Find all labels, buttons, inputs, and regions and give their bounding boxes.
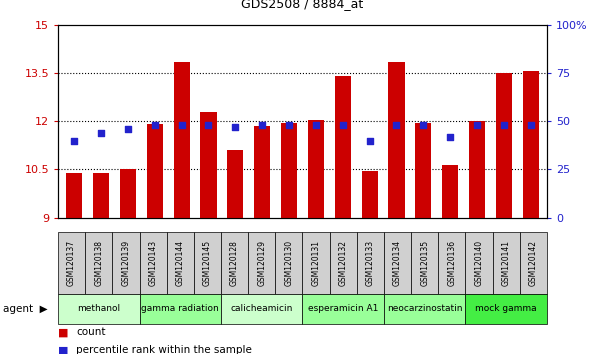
Point xyxy=(472,122,482,128)
Text: GSM120131: GSM120131 xyxy=(312,240,321,286)
Text: GSM120135: GSM120135 xyxy=(420,240,429,286)
Text: calicheamicin: calicheamicin xyxy=(230,304,293,313)
Bar xyxy=(139,294,221,324)
Bar xyxy=(384,232,411,294)
Bar xyxy=(221,294,302,324)
Bar xyxy=(411,232,438,294)
Point xyxy=(96,130,106,136)
Bar xyxy=(227,150,243,218)
Bar xyxy=(302,294,384,324)
Text: GSM120136: GSM120136 xyxy=(447,240,456,286)
Point xyxy=(499,122,509,128)
Bar xyxy=(221,232,248,294)
Point xyxy=(230,124,240,130)
Point xyxy=(150,122,159,128)
Text: ■: ■ xyxy=(58,345,68,354)
Text: GSM120140: GSM120140 xyxy=(475,240,483,286)
Point xyxy=(123,126,133,132)
Text: GSM120138: GSM120138 xyxy=(94,240,103,286)
Point xyxy=(69,138,79,143)
Point xyxy=(177,122,186,128)
Text: GSM120143: GSM120143 xyxy=(148,240,158,286)
Text: GSM120130: GSM120130 xyxy=(284,240,293,286)
Bar xyxy=(248,232,276,294)
Bar xyxy=(442,165,458,218)
Text: ■: ■ xyxy=(58,327,68,337)
Bar xyxy=(308,120,324,218)
Bar xyxy=(469,121,485,218)
Bar xyxy=(357,232,384,294)
Text: agent  ▶: agent ▶ xyxy=(3,304,48,314)
Bar xyxy=(112,232,139,294)
Text: GSM120142: GSM120142 xyxy=(529,240,538,286)
Bar xyxy=(438,232,466,294)
Text: GDS2508 / 8884_at: GDS2508 / 8884_at xyxy=(241,0,364,10)
Bar xyxy=(329,232,357,294)
Point xyxy=(257,122,267,128)
Point xyxy=(284,122,294,128)
Bar xyxy=(522,72,539,218)
Bar xyxy=(492,232,520,294)
Point xyxy=(526,122,536,128)
Text: GSM120145: GSM120145 xyxy=(203,240,212,286)
Bar xyxy=(194,232,221,294)
Bar xyxy=(200,112,216,218)
Bar xyxy=(520,232,547,294)
Bar xyxy=(496,73,512,218)
Point xyxy=(392,122,401,128)
Text: GSM120144: GSM120144 xyxy=(176,240,185,286)
Bar xyxy=(120,170,136,218)
Bar xyxy=(147,125,163,218)
Bar xyxy=(466,294,547,324)
Text: GSM120134: GSM120134 xyxy=(393,240,402,286)
Bar xyxy=(58,232,85,294)
Bar xyxy=(139,232,167,294)
Bar xyxy=(281,123,297,218)
Bar xyxy=(66,173,82,218)
Text: gamma radiation: gamma radiation xyxy=(141,304,219,313)
Bar xyxy=(302,232,329,294)
Text: GSM120129: GSM120129 xyxy=(257,240,266,286)
Bar xyxy=(335,76,351,218)
Bar xyxy=(466,232,492,294)
Text: GSM120133: GSM120133 xyxy=(366,240,375,286)
Bar xyxy=(58,294,139,324)
Bar xyxy=(276,232,302,294)
Point xyxy=(338,122,348,128)
Text: GSM120141: GSM120141 xyxy=(502,240,511,286)
Bar xyxy=(384,294,466,324)
Bar xyxy=(362,171,378,218)
Text: neocarzinostatin: neocarzinostatin xyxy=(387,304,463,313)
Text: esperamicin A1: esperamicin A1 xyxy=(308,304,378,313)
Point xyxy=(419,122,428,128)
Point xyxy=(445,134,455,139)
Text: GSM120139: GSM120139 xyxy=(122,240,130,286)
Text: mock gamma: mock gamma xyxy=(475,304,537,313)
Point xyxy=(311,122,321,128)
Bar xyxy=(174,62,189,218)
Point xyxy=(203,122,213,128)
Text: GSM120137: GSM120137 xyxy=(67,240,76,286)
Text: count: count xyxy=(76,327,106,337)
Bar xyxy=(254,126,270,218)
Text: GSM120132: GSM120132 xyxy=(338,240,348,286)
Point xyxy=(365,138,375,143)
Text: methanol: methanol xyxy=(77,304,120,313)
Bar xyxy=(167,232,194,294)
Bar xyxy=(93,173,109,218)
Text: GSM120128: GSM120128 xyxy=(230,240,239,286)
Bar xyxy=(389,62,404,218)
Bar xyxy=(415,123,431,218)
Bar xyxy=(85,232,112,294)
Text: percentile rank within the sample: percentile rank within the sample xyxy=(76,345,252,354)
